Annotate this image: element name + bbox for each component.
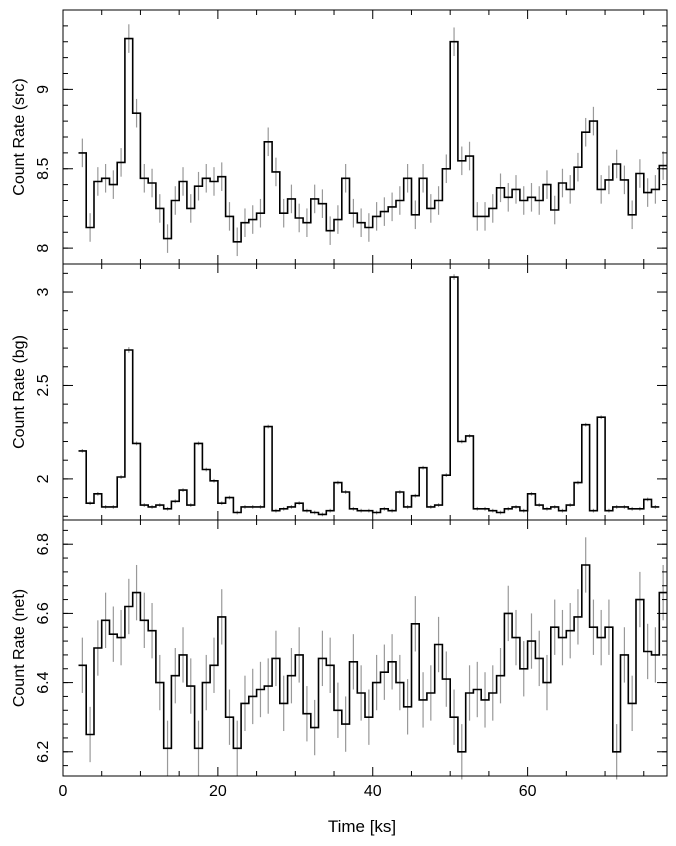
x-axis-label: Time [ks]	[328, 817, 396, 836]
y-axis-label-net: Count Rate (net)	[11, 589, 28, 707]
y-tick-label: 6.2	[35, 741, 52, 763]
series-line-bg	[78, 276, 660, 516]
chart-panels: 8 8.5 9 Count Rate (src) 2 2.5 3 Count Rate (bg…	[11, 9, 668, 800]
y-tick-label: 3	[35, 287, 52, 296]
y-tick-label: 8	[35, 244, 52, 253]
panel-net: 6.2 6.4 6.6 6.8 Count Rate (net)	[11, 519, 668, 780]
series-line-src	[78, 37, 667, 243]
y-axis-label-src: Count Rate (src)	[11, 78, 28, 195]
panel-frame-bg	[62, 263, 668, 521]
y-tick-label: 6.6	[35, 602, 52, 624]
y-tick-label: 6.8	[35, 533, 52, 555]
panel-bg: 2 2.5 3 Count Rate (bg)	[11, 263, 668, 521]
series-line-net	[78, 564, 667, 753]
y-tick-label: 8.5	[35, 158, 52, 180]
y-axis-label-bg: Count Rate (bg)	[11, 335, 28, 449]
y-tick-label: 2	[35, 474, 52, 483]
y-tick-label: 2.5	[35, 374, 52, 396]
x-tick-label: 0	[59, 783, 68, 800]
panel-frame-net	[62, 519, 668, 777]
x-tick-label: 40	[364, 783, 382, 800]
y-tick-label: 9	[35, 85, 52, 94]
panel-src: 8 8.5 9 Count Rate (src)	[11, 9, 668, 265]
y-tick-label: 6.4	[35, 671, 52, 693]
x-tick-label: 60	[519, 783, 537, 800]
x-tick-label: 20	[209, 783, 227, 800]
